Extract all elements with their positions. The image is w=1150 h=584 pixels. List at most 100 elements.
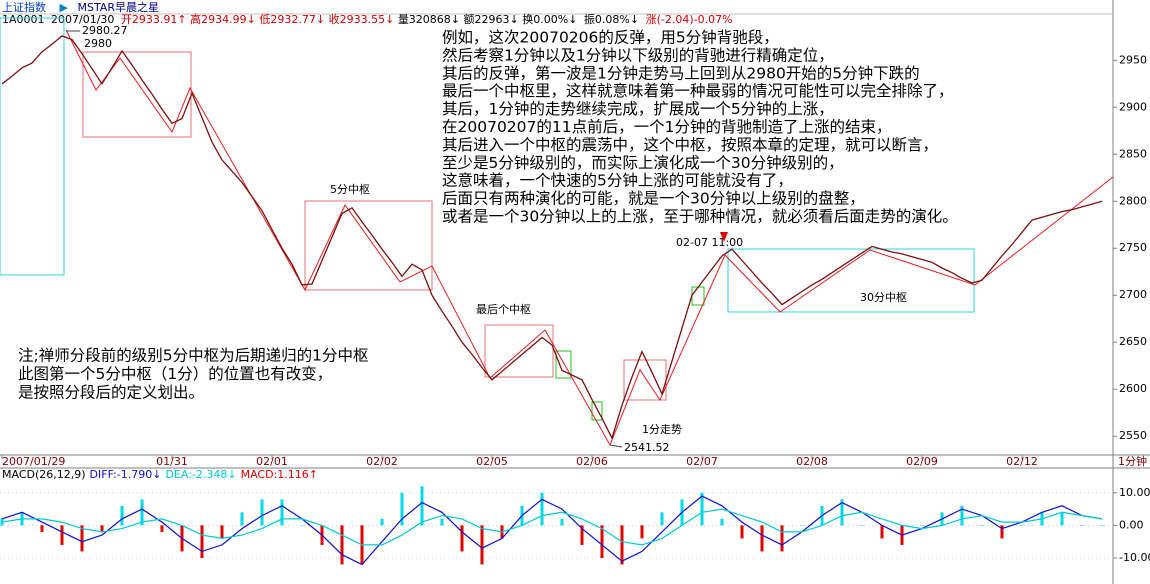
macd-bar — [440, 518, 444, 526]
chart-label: 2980.27 — [82, 24, 128, 37]
quote-high: 高2934.99↓ — [190, 12, 256, 26]
macd-bar — [980, 525, 984, 526]
y-tick-label: 0.00 — [1119, 518, 1144, 531]
y-tick-label: 2950 — [1119, 53, 1147, 66]
quote-amount: 额22963↓ — [464, 13, 519, 26]
macd-bar — [160, 525, 164, 532]
chart-label: 2980 — [84, 37, 112, 50]
y-tick-label: 2650 — [1119, 335, 1147, 348]
macd-bar — [660, 512, 664, 526]
y-tick-label: 2800 — [1119, 194, 1147, 207]
arrow: ▶ — [60, 1, 69, 14]
macd-bar — [1060, 512, 1064, 526]
commentary-line: 在20070207的11点前后，一个1分钟的背驰制造了上涨的结束， — [442, 118, 891, 136]
chart-label: 5分中枢 — [330, 182, 370, 196]
quote-code: 1A0001 — [2, 13, 45, 26]
x-tick-label: 02/05 — [476, 455, 508, 468]
macd-bar — [700, 492, 704, 526]
pivot-box — [304, 200, 433, 291]
quote-volume: 量320868↓ — [398, 13, 460, 26]
chart-label: 30分中枢 — [860, 290, 907, 304]
commentary-line: 其后进入一个中枢的震荡中，这个中枢，按照本章的定理，就可以断言， — [442, 136, 938, 154]
commentary-line: 至少是5分钟级别的，而实际上演化成一个30分钟级别的， — [442, 154, 844, 172]
commentary-line: 最后一个中枢里，这样就意味着第一种最弱的情况可能性可以完全排除了， — [442, 81, 954, 100]
macd-bar — [380, 518, 384, 526]
legend-entry: DIFF:-1.790↓ — [90, 468, 162, 481]
macd-bar — [960, 505, 964, 526]
macd-bar — [1020, 525, 1024, 526]
macd-bar — [80, 525, 84, 552]
macd-bar — [740, 525, 744, 539]
y-tick-label: 2850 — [1119, 147, 1147, 160]
quote-row: 1A0001 2007/01/30 开2933.91↑ 高2934.99↓ 低2… — [2, 12, 733, 26]
macd-bar — [880, 525, 884, 539]
quote-low: 低2932.77↓ — [259, 13, 325, 26]
y-tick-label: 2750 — [1119, 241, 1147, 254]
macd-bar — [860, 525, 864, 526]
x-tick-label: 02/02 — [366, 455, 398, 468]
commentary-line: 后面只有两种演化的可能，就是一个30分钟以上级别的盘整， — [442, 189, 865, 208]
macd-bar — [760, 525, 764, 552]
macd-bar — [420, 486, 424, 526]
macd-bar — [560, 518, 564, 526]
x-tick-label: 02/07 — [686, 455, 718, 468]
commentary-line: 这意味着，一个快速的5分钟上涨的可能就没有了， — [442, 171, 793, 190]
quote-turnover: 换0.00%↓ — [522, 12, 577, 26]
x-tick-label: 2007/01/29 — [2, 455, 65, 468]
macd-bar — [840, 499, 844, 526]
commentary-line: 其后的反弹，第一波是1分钟走势马上回到从2980开始的5分钟下跌的 — [442, 64, 920, 82]
quote-date: 2007/01/30 — [51, 13, 114, 26]
macd-bar — [240, 512, 244, 526]
y-tick-label: 2900 — [1119, 100, 1147, 113]
green-box — [555, 350, 572, 379]
chart-label: 最后个中枢 — [476, 302, 531, 316]
chart-label: 2541.52 — [624, 441, 670, 454]
header-row: 上证指数 ▶ MSTAR早晨之星 — [2, 0, 159, 14]
macd-bar — [280, 499, 284, 526]
macd-bar — [600, 525, 604, 558]
y-tick-label: 10.00 — [1119, 486, 1150, 499]
marker-arrow — [720, 232, 728, 242]
macd-bar — [620, 525, 624, 565]
quote-change: 涨(-2.04)-0.07% — [646, 13, 733, 26]
macd-bar — [1080, 525, 1084, 526]
note-line: 此图第一个5分中枢（1分）的位置也有改变， — [18, 365, 332, 383]
quote-amplitude: 振0.08%↓ — [584, 12, 639, 26]
macd-title: MACD(26,12,9) — [2, 468, 86, 481]
macd-bar — [720, 518, 724, 526]
macd-bar — [780, 525, 784, 552]
cyan-box — [0, 17, 65, 276]
macd-bar — [920, 525, 924, 526]
macd-header: MACD(26,12,9) DIFF:-1.790↓ DEA:-2.348↓ MACD… — [2, 468, 318, 481]
x-tick-label: 02/09 — [906, 455, 938, 468]
legend-entry: DEA:-2.348↓ — [165, 468, 236, 481]
macd-bar — [540, 492, 544, 526]
x-tick-label: 02/06 — [576, 455, 608, 468]
legend-entry: MACD:1.116↑ — [241, 468, 318, 481]
macd-bar — [1100, 525, 1104, 526]
y-tick-label: 2550 — [1119, 429, 1147, 442]
price-line — [1, 35, 1103, 440]
macd-bar — [340, 525, 344, 565]
chart-label: 1分走势 — [642, 423, 682, 436]
x-tick-label: 01/31 — [156, 455, 188, 468]
macd-bar — [480, 525, 484, 565]
pivot-box — [727, 248, 975, 313]
macd-bar — [580, 525, 584, 545]
note-line: 注;禅师分段前的级别5分中枢为后期递归的1分中枢 — [18, 347, 368, 365]
macd-bar — [100, 525, 104, 532]
macd-bar — [300, 525, 304, 526]
x-tick-label: 02/01 — [256, 455, 288, 468]
commentary-line: 然后考察1分钟以及1分钟以下级别的背驰进行精确定位， — [442, 46, 834, 64]
macd-bar — [200, 525, 204, 558]
y-tick-label: -10.00 — [1119, 551, 1150, 564]
macd-bar — [400, 492, 404, 526]
pivot-box — [484, 324, 554, 378]
macd-bar — [460, 525, 464, 552]
macd-bar — [140, 499, 144, 526]
index-name[interactable]: 上证指数 — [2, 0, 46, 14]
pointer — [609, 444, 623, 448]
macd-bar — [640, 525, 644, 539]
